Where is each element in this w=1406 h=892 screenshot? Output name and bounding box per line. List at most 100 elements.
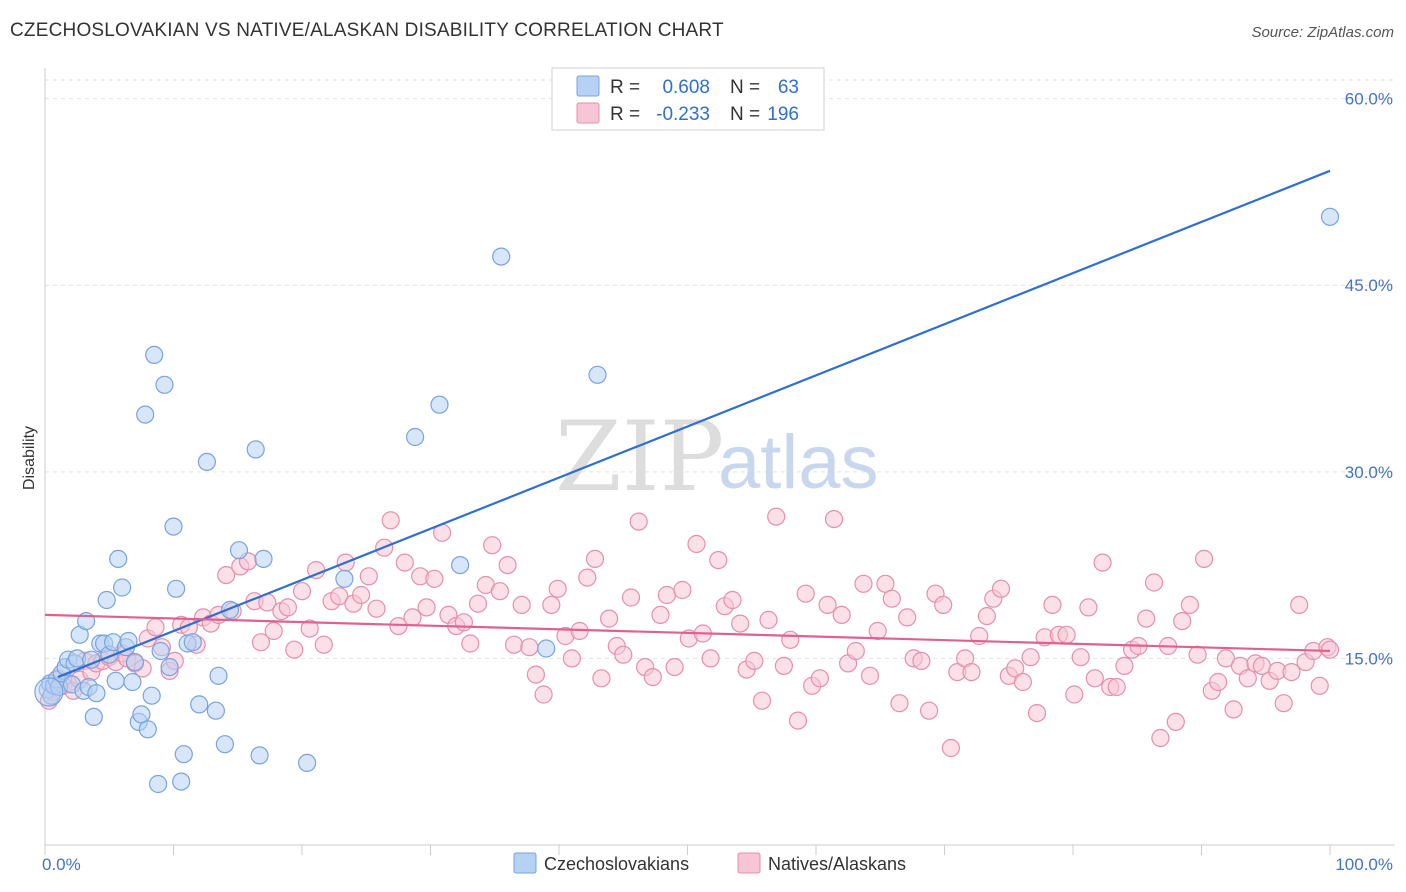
watermark: ZIP atlas bbox=[555, 401, 879, 513]
native-point-91 bbox=[673, 580, 692, 600]
native-point-128 bbox=[941, 738, 961, 758]
legend-r-value-native: -0.233 bbox=[656, 104, 710, 125]
native-point-163 bbox=[1194, 549, 1214, 569]
native-point-104 bbox=[767, 507, 786, 526]
native-point-118 bbox=[868, 621, 887, 641]
native-point-96 bbox=[709, 550, 728, 570]
native-point-166 bbox=[1216, 649, 1236, 668]
native-point-127 bbox=[934, 595, 953, 615]
native-point-111 bbox=[818, 595, 837, 615]
native-point-93 bbox=[687, 534, 706, 554]
native-point-42 bbox=[314, 635, 333, 654]
native-point-54 bbox=[403, 608, 422, 627]
czech-point-51 bbox=[215, 735, 234, 754]
native-point-165 bbox=[1209, 672, 1228, 692]
chart-title: CZECHOSLOVAKIAN VS NATIVE/ALASKAN DISABI… bbox=[10, 20, 724, 41]
native-point-80 bbox=[592, 669, 611, 688]
native-point-103 bbox=[759, 610, 778, 630]
native-point-38 bbox=[285, 640, 304, 659]
native-point-67 bbox=[498, 555, 517, 575]
native-point-113 bbox=[832, 605, 851, 625]
czech-point-62 bbox=[492, 247, 511, 266]
czech-point-53 bbox=[229, 541, 249, 560]
native-point-102 bbox=[752, 691, 772, 710]
native-point-85 bbox=[629, 512, 648, 531]
native-point-18 bbox=[146, 618, 165, 637]
legend-n-value-czech: 63 bbox=[778, 77, 799, 98]
czech-point-54 bbox=[246, 440, 265, 459]
native-point-171 bbox=[1252, 656, 1272, 676]
native-point-71 bbox=[526, 665, 546, 684]
czech-point-60 bbox=[430, 395, 449, 414]
czech-point-39 bbox=[155, 375, 174, 394]
native-point-169 bbox=[1238, 669, 1257, 688]
czech-point-46 bbox=[183, 633, 202, 652]
czech-point-48 bbox=[197, 452, 216, 471]
czech-point-21 bbox=[97, 590, 116, 610]
czech-point-47 bbox=[190, 695, 209, 714]
legend-swatch-czech bbox=[576, 75, 600, 97]
native-point-68 bbox=[504, 635, 524, 654]
legend-n-label-native: N = bbox=[730, 104, 760, 125]
native-point-145 bbox=[1065, 685, 1084, 704]
y-tick-label-0: 15.0% bbox=[1345, 649, 1393, 668]
native-point-70 bbox=[520, 638, 539, 657]
native-point-151 bbox=[1107, 677, 1126, 697]
x-tick-labels: 0.0% 100.0% bbox=[42, 855, 1393, 874]
native-point-148 bbox=[1085, 669, 1104, 688]
legend-r-label-native: R = bbox=[610, 104, 640, 125]
czech-point-35 bbox=[142, 686, 161, 705]
legend-r-label-czech: R = bbox=[610, 77, 640, 98]
czech-point-cluster bbox=[34, 677, 64, 707]
czech-point-36 bbox=[145, 345, 164, 364]
czech-point-56 bbox=[254, 549, 273, 569]
native-point-78 bbox=[578, 568, 597, 587]
czech-point-30 bbox=[125, 652, 144, 672]
native-point-175 bbox=[1282, 662, 1301, 682]
czech-point-64 bbox=[588, 365, 607, 384]
native-point-160 bbox=[1173, 611, 1192, 631]
czech-point-59 bbox=[406, 427, 425, 447]
native-point-122 bbox=[898, 608, 917, 627]
native-point-105 bbox=[774, 656, 794, 676]
native-point-40 bbox=[300, 619, 319, 638]
native-point-139 bbox=[1021, 648, 1040, 667]
native-point-124 bbox=[912, 651, 931, 671]
native-point-88 bbox=[651, 605, 670, 625]
czech-point-57 bbox=[298, 753, 317, 773]
native-point-49 bbox=[367, 599, 386, 618]
czech-point-52 bbox=[220, 600, 240, 620]
native-point-179 bbox=[1310, 676, 1329, 695]
legend-bottom-label-czech: Czechoslovakians bbox=[544, 854, 689, 874]
native-point-79 bbox=[585, 549, 605, 569]
native-point-162 bbox=[1188, 645, 1207, 664]
czech-point-50 bbox=[209, 666, 228, 685]
native-point-39 bbox=[292, 582, 312, 601]
czech-point-40 bbox=[160, 657, 179, 677]
native-point-116 bbox=[854, 574, 873, 593]
czech-point-25 bbox=[109, 549, 128, 569]
native-point-135 bbox=[991, 579, 1011, 598]
czech-point-26 bbox=[112, 578, 132, 597]
native-point-176 bbox=[1290, 595, 1309, 615]
czech-point-29 bbox=[123, 672, 142, 692]
czech-point-41 bbox=[164, 517, 183, 536]
legend-n-label-czech: N = bbox=[730, 77, 760, 98]
native-point-137 bbox=[1006, 659, 1025, 678]
czech-point-65 bbox=[1320, 207, 1340, 226]
native-point-125 bbox=[919, 701, 939, 720]
native-point-47 bbox=[352, 585, 371, 605]
czech-point-44 bbox=[174, 745, 193, 764]
native-point-167 bbox=[1224, 700, 1243, 719]
legend-n-value-native: 196 bbox=[767, 104, 799, 125]
native-point-99 bbox=[731, 614, 750, 633]
native-point-140 bbox=[1027, 703, 1047, 723]
czech-point-17 bbox=[84, 707, 103, 727]
native-point-149 bbox=[1093, 553, 1112, 572]
czech-point-58 bbox=[335, 569, 354, 588]
native-point-65 bbox=[483, 536, 502, 555]
czech-point-63 bbox=[537, 639, 556, 658]
native-point-133 bbox=[977, 606, 997, 626]
legend-r-value-czech: 0.608 bbox=[662, 77, 710, 98]
czech-point-42 bbox=[167, 579, 186, 598]
